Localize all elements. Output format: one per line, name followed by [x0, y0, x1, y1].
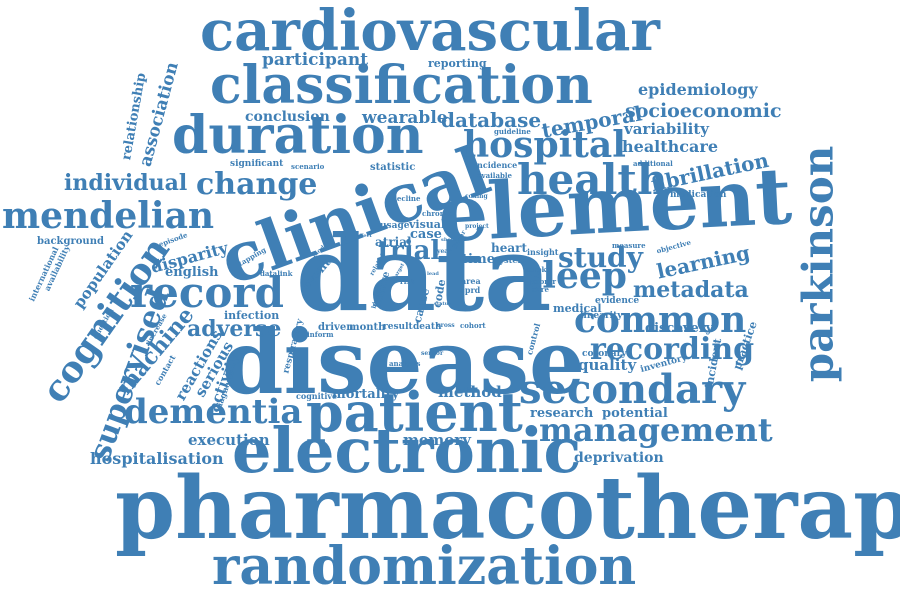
word-atrial: atrial — [375, 235, 412, 249]
word-dementia: dementia — [124, 392, 303, 432]
word-socioeconomic: socioeconomic — [625, 100, 782, 122]
word-cross: cross — [437, 322, 455, 329]
word-death: death — [413, 322, 442, 332]
word-insight: insight — [527, 247, 559, 257]
word-english: english — [165, 265, 219, 280]
word-record: record — [130, 268, 284, 317]
word-heart: heart — [491, 241, 527, 255]
word-significant: significant — [230, 159, 284, 169]
word-adverse: adverse — [187, 316, 282, 342]
word-result: result — [383, 322, 413, 332]
word-healthcare: healthcare — [622, 137, 718, 156]
word-cardiovascular: cardiovascular — [200, 0, 660, 64]
word-database: database — [441, 108, 542, 132]
word-cprd: cprd — [460, 285, 481, 295]
word-research: research — [530, 406, 594, 421]
word-system: system — [495, 255, 526, 265]
word-electronic: electronic — [232, 414, 582, 487]
word-individual: individual — [64, 170, 188, 196]
word-effect: effect — [356, 233, 372, 239]
word-datalink: datalink — [260, 269, 293, 278]
word-disease: disease — [222, 310, 586, 414]
word-cohort: cohort — [460, 321, 486, 330]
word-parkinson: parkinson — [793, 145, 843, 383]
word-sensor: sensor — [421, 350, 444, 357]
word-decline: decline — [392, 194, 421, 203]
word-cognitive: cognitive — [296, 391, 338, 401]
word-available: available — [477, 171, 512, 180]
word-recording: recording — [590, 332, 755, 367]
word-randomization: randomization — [212, 536, 637, 597]
word-duration: duration — [172, 105, 424, 166]
word-stroke: stroke — [526, 265, 551, 274]
word-time: time — [462, 252, 495, 267]
word-linearity: linearity — [580, 311, 623, 321]
word-participant: participant — [262, 50, 369, 70]
word-medical: medical — [553, 302, 602, 315]
word-visual: visual — [409, 218, 446, 231]
word-driven: driven — [318, 322, 354, 333]
word-project: project — [465, 223, 489, 230]
word-common: common — [574, 299, 747, 341]
word-care: care — [532, 285, 549, 294]
word-additional: additional — [633, 159, 673, 168]
word-metadata: metadata — [633, 277, 749, 303]
word-variability: variability — [624, 120, 709, 138]
word-lead: lead — [427, 271, 439, 277]
word-background: background — [37, 236, 104, 247]
word-pharmacotherapy: pharmacotherapy — [115, 458, 900, 559]
word-analysis: analysis — [389, 359, 421, 368]
word-epidemiology: epidemiology — [638, 80, 758, 99]
word-execution: execution — [188, 431, 270, 449]
word-deprivation: deprivation — [574, 450, 664, 466]
word-mendelian: mendelian — [2, 195, 215, 237]
word-coding: coding — [465, 193, 488, 200]
word-statistic: statistic — [370, 162, 416, 173]
word-coronary: coronary — [582, 349, 627, 359]
word-infection: infection — [224, 309, 280, 322]
word-case: case — [410, 227, 442, 242]
word-potential: potential — [602, 406, 668, 421]
word-poorer: poorer — [530, 277, 557, 286]
word-hospitalisation: hospitalisation — [90, 449, 224, 468]
word-study: study — [558, 241, 643, 274]
word-inform: inform — [307, 330, 334, 339]
word-memory: memory — [403, 431, 471, 449]
word-change: change — [196, 167, 318, 202]
word-patient: patient — [306, 380, 523, 444]
word-management: management — [539, 411, 773, 449]
word-classification: classification — [210, 55, 593, 116]
word-status: status — [434, 301, 452, 307]
word-wearable: wearable — [362, 108, 448, 128]
word-month: month — [349, 322, 386, 333]
word-short: short — [441, 237, 456, 243]
word-reporting: reporting — [428, 57, 487, 70]
word-conclusion: conclusion — [245, 109, 330, 125]
word-area: area — [461, 276, 481, 286]
word-evidence: evidence — [595, 296, 640, 306]
word-health: health — [517, 155, 668, 204]
word-trial: trial — [378, 236, 441, 266]
word-year: year — [437, 248, 452, 255]
word-secondary: secondary — [519, 366, 746, 413]
word-sleep: sleep — [522, 255, 627, 297]
word-discovery: discovery — [645, 321, 714, 336]
word-data: data — [296, 212, 552, 335]
word-guideline: guideline — [494, 127, 531, 136]
word-chronic: chronic — [422, 209, 452, 218]
word-hospital: hospital — [463, 124, 626, 166]
word-medication: medication — [670, 190, 727, 200]
word-scenario: scenario — [291, 162, 325, 171]
word-incidence: incidence — [474, 160, 518, 170]
word-method: method — [438, 383, 502, 401]
word-quality: quality — [578, 356, 637, 374]
word-measure: measure — [612, 241, 646, 250]
word-mortality: mortality — [332, 387, 400, 402]
word-usage: usage — [380, 221, 410, 231]
word-risk: risk — [400, 277, 416, 286]
